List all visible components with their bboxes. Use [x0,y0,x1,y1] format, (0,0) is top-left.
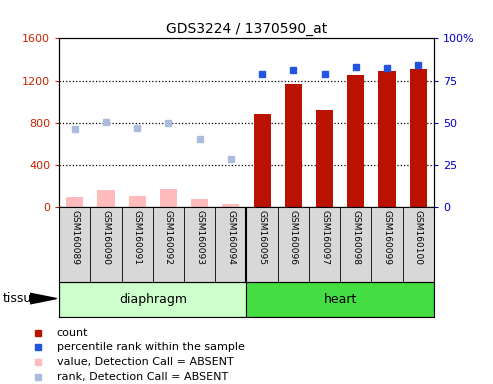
Text: diaphragm: diaphragm [119,293,187,306]
Bar [410,69,427,207]
Text: GSM160100: GSM160100 [414,210,423,265]
Bar [66,197,83,207]
Text: heart: heart [323,293,357,306]
Text: GSM160097: GSM160097 [320,210,329,265]
Bar [98,190,114,207]
Text: GSM160090: GSM160090 [102,210,110,265]
Bar [191,199,208,207]
Bar [160,189,177,207]
Text: GSM160089: GSM160089 [70,210,79,265]
Text: value, Detection Call = ABSENT: value, Detection Call = ABSENT [57,358,234,367]
Text: GSM160092: GSM160092 [164,210,173,265]
Text: GSM160095: GSM160095 [258,210,267,265]
Text: count: count [57,328,88,338]
Text: GSM160094: GSM160094 [226,210,235,265]
Bar [253,114,271,207]
Bar [246,282,434,317]
Text: GSM160098: GSM160098 [352,210,360,265]
Bar [379,71,395,207]
Bar [129,196,146,207]
Bar [347,75,364,207]
Bar [222,204,240,207]
Bar [59,282,246,317]
Bar [316,110,333,207]
Text: GSM160093: GSM160093 [195,210,204,265]
Polygon shape [30,293,57,304]
Text: GSM160096: GSM160096 [289,210,298,265]
Bar [285,84,302,207]
Title: GDS3224 / 1370590_at: GDS3224 / 1370590_at [166,22,327,36]
Text: rank, Detection Call = ABSENT: rank, Detection Call = ABSENT [57,372,228,382]
Text: GSM160091: GSM160091 [133,210,141,265]
Text: GSM160099: GSM160099 [383,210,391,265]
Text: tissue: tissue [2,292,39,305]
Text: percentile rank within the sample: percentile rank within the sample [57,343,245,353]
